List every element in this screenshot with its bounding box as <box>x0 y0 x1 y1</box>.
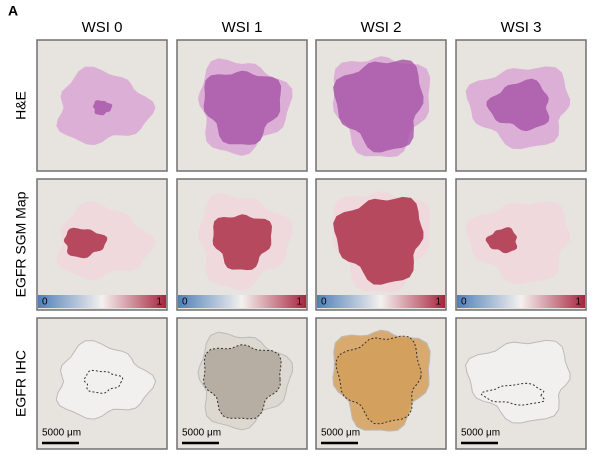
colorbar-min: 0 <box>461 297 467 308</box>
image-cell <box>36 39 168 172</box>
colorbar <box>38 295 166 308</box>
panel-label: A <box>8 3 18 19</box>
image-cell: 5000 μm <box>36 317 168 450</box>
tissue-region <box>93 100 113 116</box>
image-cell: 5000 μm <box>176 317 308 450</box>
colorbar <box>457 295 585 308</box>
scale-bar-label: 5000 μm <box>461 428 500 439</box>
tissue-region <box>203 70 282 145</box>
row-label: H&E <box>13 91 29 120</box>
tissue-region <box>333 59 424 153</box>
tissue-region <box>486 78 550 132</box>
colorbar <box>317 295 445 308</box>
colorbar <box>178 295 306 308</box>
annotation-outline <box>83 369 124 394</box>
annotation-outline <box>480 382 545 406</box>
scale-bar-label: 5000 μm <box>42 428 81 439</box>
tissue-region <box>485 227 518 254</box>
annotation-outline <box>203 344 282 420</box>
colorbar-min: 0 <box>321 297 327 308</box>
tissue-region <box>333 196 424 285</box>
colorbar-min: 0 <box>182 297 188 308</box>
annotation-outline <box>335 335 422 425</box>
column-header: WSI 1 <box>222 19 263 36</box>
colorbar-max: 1 <box>575 297 581 308</box>
tissue <box>55 340 157 420</box>
tissue <box>465 339 571 424</box>
colorbar-min: 0 <box>42 297 48 308</box>
tissue <box>465 201 571 284</box>
image-cell <box>455 39 587 172</box>
scale-bar-label: 5000 μm <box>182 428 221 439</box>
colorbar-max: 1 <box>156 297 162 308</box>
colorbar-max: 1 <box>296 297 302 308</box>
image-cell <box>315 39 447 172</box>
column-header: WSI 2 <box>361 19 402 36</box>
image-cell: 5000 μm <box>455 317 587 450</box>
row-label: EGFR SGM Map <box>13 191 29 297</box>
column-header: WSI 3 <box>501 19 542 36</box>
column-header: WSI 0 <box>82 19 123 36</box>
tissue-region <box>63 227 108 259</box>
image-cell <box>176 39 308 172</box>
scale-bar-label: 5000 μm <box>321 428 360 439</box>
colorbar-max: 1 <box>435 297 441 308</box>
row-label: EGFR IHC <box>13 350 29 417</box>
image-cell: 5000 μm <box>315 317 447 450</box>
tissue-region <box>212 214 272 271</box>
